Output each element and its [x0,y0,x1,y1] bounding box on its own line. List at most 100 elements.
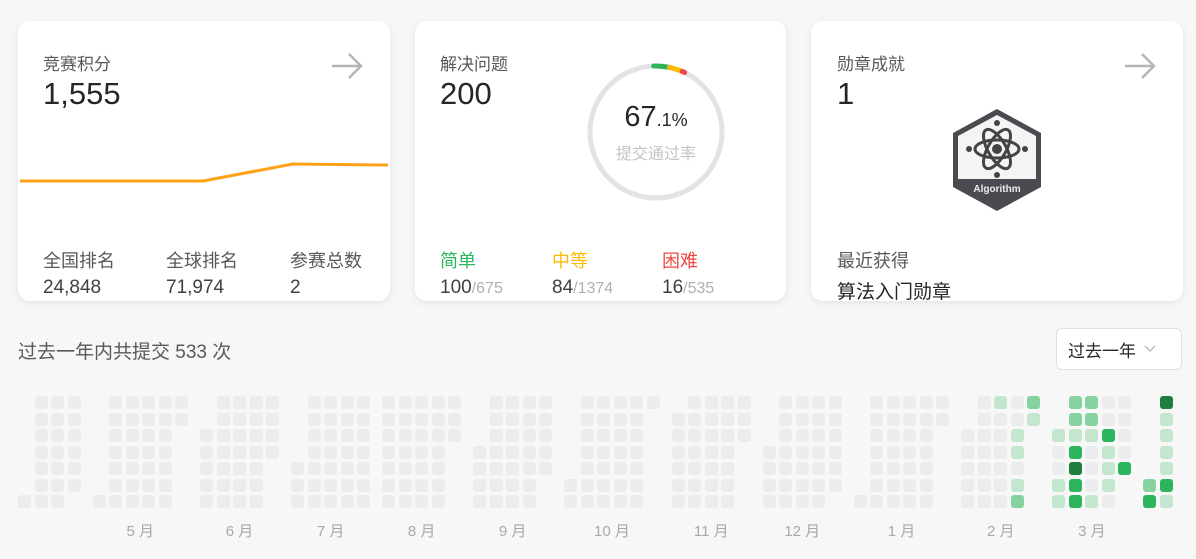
heatmap-cell[interactable] [233,478,247,492]
heatmap-cell[interactable] [1052,462,1066,475]
heatmap-cell[interactable] [630,478,644,492]
heatmap-cell[interactable] [994,495,1008,508]
heatmap-cell[interactable] [357,495,371,508]
heatmap-cell[interactable] [307,478,321,492]
heatmap-cell[interactable] [324,412,338,426]
heatmap-cell[interactable] [382,462,396,475]
heatmap-cell[interactable] [216,429,230,442]
heatmap-cell[interactable] [307,412,321,426]
heatmap-cell[interactable] [249,478,263,492]
heatmap-cell[interactable] [688,445,702,459]
heatmap-cell[interactable] [994,429,1008,442]
heatmap-cell[interactable] [233,495,247,508]
heatmap-cell[interactable] [1027,412,1041,426]
heatmap-cell[interactable] [1068,462,1082,475]
heatmap-cell[interactable] [382,478,396,492]
heatmap-cell[interactable] [994,396,1008,409]
heatmap-cell[interactable] [431,429,445,442]
heatmap-cell[interactable] [142,462,156,475]
heatmap-cell[interactable] [307,429,321,442]
heatmap-cell[interactable] [779,429,793,442]
heatmap-cell[interactable] [721,445,735,459]
heatmap-cell[interactable] [1085,495,1099,508]
heatmap-cell[interactable] [233,462,247,475]
heatmap-cell[interactable] [431,462,445,475]
heatmap-cell[interactable] [142,429,156,442]
heatmap-cell[interactable] [1010,478,1024,492]
heatmap-cell[interactable] [870,495,884,508]
heatmap-cell[interactable] [1068,445,1082,459]
badges-card[interactable]: 勋章成就 1 Algorithm 最近获得 算法入门勋章 [811,21,1183,303]
heatmap-cell[interactable] [812,445,826,459]
heatmap-cell[interactable] [34,396,48,409]
heatmap-cell[interactable] [539,445,553,459]
heatmap-cell[interactable] [613,412,627,426]
heatmap-cell[interactable] [1159,478,1173,492]
heatmap-cell[interactable] [158,495,172,508]
heatmap-cell[interactable] [109,429,123,442]
heatmap-cell[interactable] [580,429,594,442]
heatmap-cell[interactable] [340,396,354,409]
heatmap-cell[interactable] [671,429,685,442]
heatmap-cell[interactable] [51,429,64,442]
heatmap-cell[interactable] [473,478,487,492]
heatmap-cell[interactable] [125,478,139,492]
heatmap-cell[interactable] [903,495,917,508]
heatmap-cell[interactable] [522,412,536,426]
heatmap-cell[interactable] [51,462,64,475]
heatmap-cell[interactable] [688,396,702,409]
heatmap-cell[interactable] [357,462,371,475]
heatmap-cell[interactable] [903,478,917,492]
heatmap-cell[interactable] [357,429,371,442]
range-select[interactable]: 过去一年 [1056,328,1182,370]
heatmap-cell[interactable] [382,445,396,459]
heatmap-cell[interactable] [158,478,172,492]
heatmap-cell[interactable] [158,462,172,475]
heatmap-cell[interactable] [142,412,156,426]
heatmap-cell[interactable] [704,445,718,459]
heatmap-cell[interactable] [398,429,412,442]
heatmap-cell[interactable] [812,412,826,426]
heatmap-cell[interactable] [200,445,214,459]
heatmap-cell[interactable] [324,462,338,475]
heatmap-cell[interactable] [961,429,975,442]
heatmap-cell[interactable] [67,412,81,426]
heatmap-cell[interactable] [779,495,793,508]
heatmap-cell[interactable] [34,495,48,508]
heatmap-cell[interactable] [67,396,81,409]
heatmap-cell[interactable] [688,462,702,475]
heatmap-cell[interactable] [1010,462,1024,475]
heatmap-cell[interactable] [1027,396,1041,409]
heatmap-cell[interactable] [671,445,685,459]
heatmap-cell[interactable] [564,478,578,492]
heatmap-cell[interactable] [828,462,842,475]
heatmap-cell[interactable] [671,478,685,492]
heatmap-cell[interactable] [34,478,48,492]
heatmap-cell[interactable] [266,412,280,426]
heatmap-cell[interactable] [34,412,48,426]
heatmap-cell[interactable] [340,445,354,459]
heatmap-cell[interactable] [1143,495,1157,508]
heatmap-cell[interactable] [886,445,900,459]
heatmap-cell[interactable] [919,412,933,426]
heatmap-cell[interactable] [977,445,991,459]
heatmap-cell[interactable] [1118,429,1132,442]
heatmap-cell[interactable] [977,478,991,492]
heatmap-cell[interactable] [630,429,644,442]
heatmap-cell[interactable] [1101,495,1115,508]
heatmap-cell[interactable] [291,478,305,492]
heatmap-cell[interactable] [473,495,487,508]
heatmap-cell[interactable] [737,412,751,426]
heatmap-cell[interactable] [398,412,412,426]
heatmap-cell[interactable] [1118,412,1132,426]
heatmap-cell[interactable] [415,412,429,426]
heatmap-cell[interactable] [357,412,371,426]
heatmap-cell[interactable] [597,429,611,442]
heatmap-cell[interactable] [340,429,354,442]
heatmap-cell[interactable] [977,412,991,426]
heatmap-cell[interactable] [688,495,702,508]
heatmap-cell[interactable] [415,396,429,409]
heatmap-cell[interactable] [1010,396,1024,409]
heatmap-cell[interactable] [630,445,644,459]
heatmap-cell[interactable] [704,412,718,426]
